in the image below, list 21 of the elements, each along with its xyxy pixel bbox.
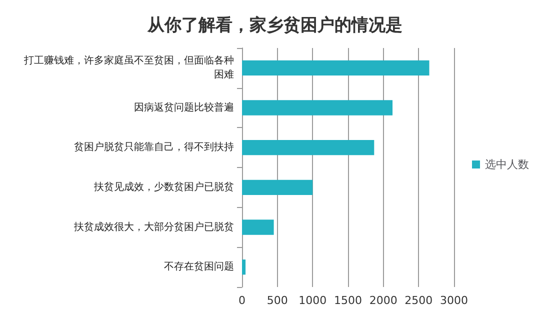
x-tick-label: 2500 xyxy=(404,294,433,307)
bar xyxy=(242,260,246,275)
y-tick-label: 打工赚钱难，许多家庭虽不至贫困，但面临各种困难 xyxy=(23,54,234,80)
y-tick-label: 不存在贫困问题 xyxy=(164,260,234,273)
y-tick-label: 因病返贫问题比较普遍 xyxy=(134,101,234,114)
bar xyxy=(242,60,430,76)
x-tick-label: 0 xyxy=(238,294,246,307)
bar xyxy=(242,220,274,235)
x-tick-label: 1000 xyxy=(298,294,327,307)
x-tick-label: 1500 xyxy=(334,294,362,307)
legend-label: 选中人数 xyxy=(485,158,529,171)
y-tick-label: 扶贫成效很大，大部分贫困户已脱贫 xyxy=(73,220,234,233)
bar xyxy=(242,100,393,116)
y-tick-label: 贫困户脱贫只能靠自己，得不到扶持 xyxy=(74,141,234,154)
bar xyxy=(242,180,313,195)
bar xyxy=(242,140,374,156)
x-tick-label: 500 xyxy=(266,294,288,307)
x-tick-label: 2000 xyxy=(369,294,398,307)
y-tick-label: 扶贫见成效，少数贫困户已脱贫 xyxy=(93,180,234,193)
chart-title: 从你了解看，家乡贫困户的情况是 xyxy=(146,16,402,36)
x-tick-label: 3000 xyxy=(440,294,468,307)
